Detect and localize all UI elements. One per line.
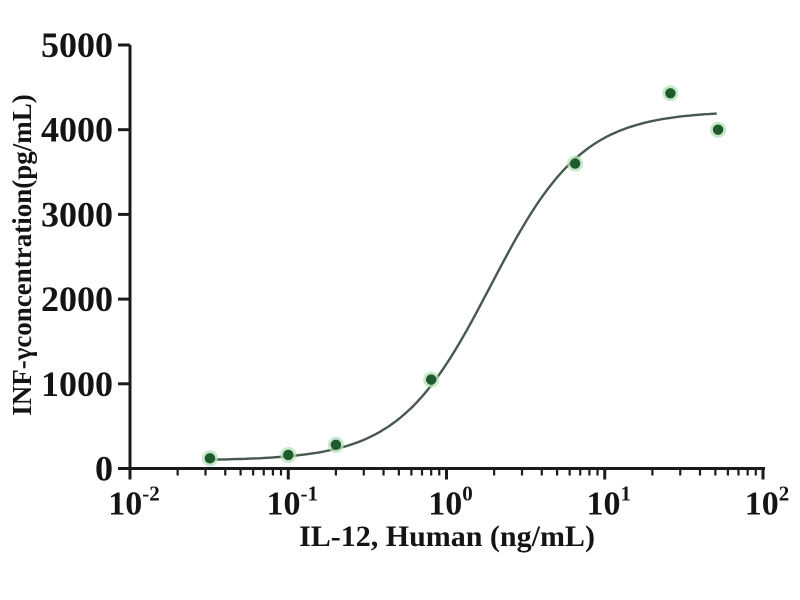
x-tick-label: 102 xyxy=(745,482,790,523)
y-tick-label: 4000 xyxy=(41,110,113,150)
y-tick-label: 1000 xyxy=(41,364,113,404)
data-point xyxy=(665,88,676,99)
data-point xyxy=(283,449,294,461)
y-tick-label: 3000 xyxy=(41,194,113,234)
data-point xyxy=(204,453,216,464)
data-point xyxy=(330,439,342,450)
data-point xyxy=(712,124,724,135)
x-tick-label: 100 xyxy=(428,482,473,523)
x-tick-label: 101 xyxy=(587,482,632,523)
y-tick-label: 0 xyxy=(95,449,113,489)
y-tick-label: 2000 xyxy=(41,279,113,319)
x-tick-label: 10-2 xyxy=(108,482,160,523)
x-tick-label: 10-1 xyxy=(267,482,319,523)
fit-curve xyxy=(209,112,717,461)
y-axis-label: INF-γconcentration(pg/mL) xyxy=(7,94,37,416)
data-point xyxy=(569,158,581,169)
x-axis-label: IL-12, Human (ng/mL) xyxy=(299,520,595,553)
data-point xyxy=(425,374,437,385)
y-tick-label: 5000 xyxy=(41,25,113,65)
